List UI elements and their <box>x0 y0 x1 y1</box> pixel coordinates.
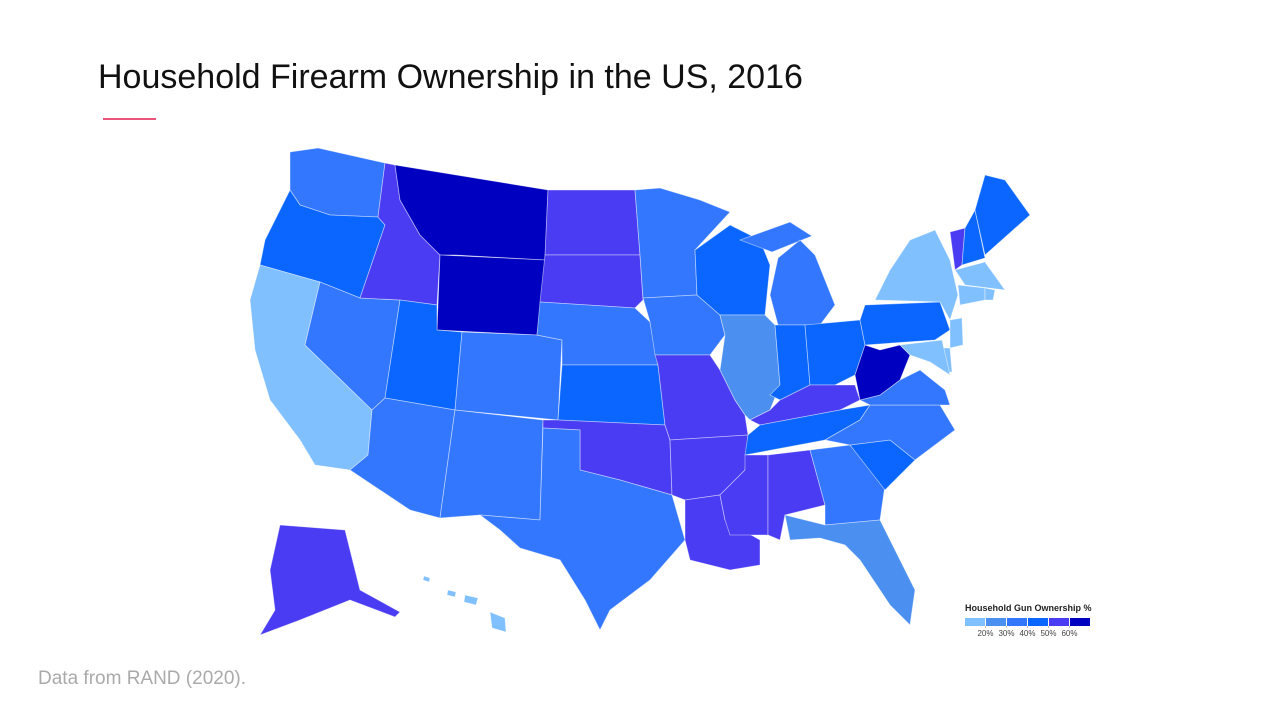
state <box>436 254 546 336</box>
title: Household Firearm Ownership in the US, 2… <box>98 58 803 96</box>
state <box>749 384 861 426</box>
legend-tick-label: 60% <box>1061 629 1077 638</box>
legend-swatch <box>1049 618 1069 626</box>
state <box>899 339 951 376</box>
state <box>259 524 401 636</box>
legend-swatch <box>986 618 1006 626</box>
state <box>439 409 544 521</box>
legend-tick-label: 50% <box>1040 629 1056 638</box>
legend-swatch <box>1070 618 1090 626</box>
state <box>454 331 563 421</box>
legend-tick-label: 20% <box>977 629 993 638</box>
legend-tick-label: 40% <box>1019 629 1035 638</box>
state <box>544 189 641 256</box>
state <box>654 354 749 441</box>
state <box>478 427 686 631</box>
state <box>954 261 1006 291</box>
state <box>874 229 959 322</box>
state <box>984 287 996 301</box>
legend-swatch <box>1028 618 1048 626</box>
legend-swatch <box>965 618 985 626</box>
state <box>539 254 644 309</box>
legend-swatch <box>1007 618 1027 626</box>
state <box>694 224 771 316</box>
state <box>422 575 507 633</box>
legend-title: Household Gun Ownership % <box>965 603 1092 613</box>
state <box>784 514 916 626</box>
state <box>957 284 986 306</box>
state <box>949 317 964 349</box>
source: Data from RAND (2020). <box>38 668 246 689</box>
state <box>557 364 666 426</box>
state <box>961 208 986 266</box>
legend-tick-label: 30% <box>998 629 1014 638</box>
state <box>974 174 1031 256</box>
state <box>859 301 951 346</box>
state <box>823 404 956 461</box>
state <box>738 221 836 326</box>
map <box>249 147 1031 636</box>
